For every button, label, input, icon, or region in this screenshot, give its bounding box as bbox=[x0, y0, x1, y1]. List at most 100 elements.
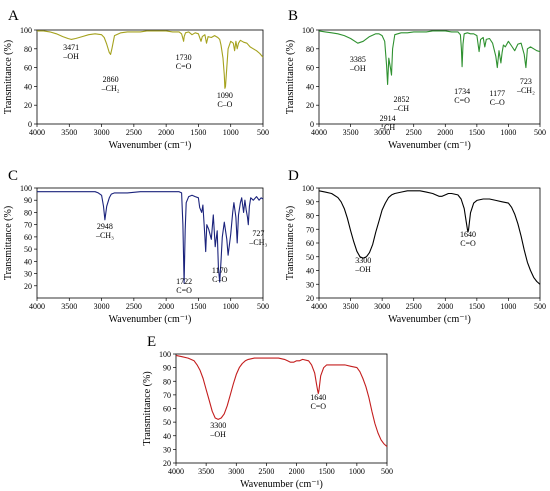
peak-annotation-label: 2914 bbox=[380, 114, 396, 123]
y-tick-label: 80 bbox=[306, 212, 314, 221]
y-tick-label: 70 bbox=[306, 225, 314, 234]
peak-annotation-label: 2852 bbox=[393, 95, 409, 104]
y-tick-label: 70 bbox=[163, 391, 171, 400]
peak-annotation-label: C=O bbox=[310, 402, 326, 411]
x-tick-label: 4000 bbox=[29, 128, 45, 137]
x-tick-label: 3500 bbox=[198, 467, 214, 476]
series-line bbox=[175, 354, 388, 448]
y-tick-label: 60 bbox=[306, 64, 314, 73]
y-tick-label: 30 bbox=[163, 445, 171, 454]
x-tick-label: 2000 bbox=[437, 128, 453, 137]
y-tick-label: 80 bbox=[24, 45, 32, 54]
peak-annotation-label: 727 bbox=[252, 229, 264, 238]
peak-annotation-label: 3300 bbox=[355, 256, 371, 265]
x-tick-label: 2000 bbox=[437, 302, 453, 311]
peak-annotation-label: C=O bbox=[454, 96, 470, 105]
y-tick-label: 20 bbox=[163, 459, 171, 468]
x-tick-label: 500 bbox=[257, 128, 269, 137]
x-tick-label: 1500 bbox=[469, 128, 485, 137]
peak-annotation-label: 1090 bbox=[217, 91, 233, 100]
y-tick-label: 100 bbox=[159, 350, 171, 359]
chart-panel-b: B 4000 3500 3000 2500 2000 1500 1000 500 0 20 40 60 8… bbox=[285, 8, 546, 151]
x-axis-title: Wavenumber (cm⁻¹) bbox=[240, 479, 323, 490]
plot-frame bbox=[36, 29, 264, 125]
x-tick-label: 2500 bbox=[126, 128, 142, 137]
y-tick-label: 60 bbox=[306, 239, 314, 248]
y-tick-label: 40 bbox=[24, 82, 32, 91]
y-tick-label: 60 bbox=[163, 405, 171, 414]
peak-annotation-label: 3385 bbox=[350, 55, 366, 64]
y-tick-label: 50 bbox=[306, 253, 314, 262]
y-tick-label: 100 bbox=[302, 184, 314, 193]
peak-annotation-label: –CH₂ bbox=[101, 84, 120, 93]
panel-letter: D bbox=[288, 168, 299, 184]
x-axis-title: Wavenumber (cm⁻¹) bbox=[109, 314, 192, 325]
y-tick-label: 50 bbox=[24, 245, 32, 254]
panel-letter: C bbox=[8, 168, 18, 184]
y-tick-label: 100 bbox=[20, 184, 32, 193]
x-axis-title: Wavenumber (cm⁻¹) bbox=[388, 140, 471, 151]
y-tick-label: 80 bbox=[24, 208, 32, 217]
series-line bbox=[318, 30, 541, 86]
peak-annotation-label: 1177 bbox=[489, 89, 505, 98]
x-tick-label: 2000 bbox=[158, 128, 174, 137]
peak-annotation-label: C=O bbox=[460, 239, 476, 248]
y-tick-label: 100 bbox=[302, 26, 314, 35]
peak-annotation-label: –OH bbox=[349, 64, 366, 73]
peak-annotation-label: –CH₃ bbox=[248, 238, 267, 247]
y-tick-label: 90 bbox=[163, 364, 171, 373]
x-tick-label: 500 bbox=[257, 302, 269, 311]
x-axis-title: Wavenumber (cm⁻¹) bbox=[388, 314, 471, 325]
x-tick-label: 1000 bbox=[223, 302, 239, 311]
peak-annotation-label: 723 bbox=[520, 77, 532, 86]
x-tick-label: 1500 bbox=[190, 128, 206, 137]
series-line bbox=[37, 191, 264, 284]
y-axis-title: Transmittance (%) bbox=[3, 40, 14, 114]
x-tick-label: 3500 bbox=[343, 302, 359, 311]
peak-annotation-label: –CH₂ bbox=[516, 86, 535, 95]
y-tick-label: 30 bbox=[24, 270, 32, 279]
peak-annotation-label: 3471 bbox=[63, 43, 79, 52]
x-tick-label: 500 bbox=[381, 467, 393, 476]
peak-annotation-label: –OH bbox=[62, 52, 79, 61]
x-tick-label: 3500 bbox=[61, 302, 77, 311]
y-tick-label: 70 bbox=[24, 221, 32, 230]
peak-annotation-label: 1730 bbox=[176, 53, 192, 62]
x-tick-label: 2000 bbox=[289, 467, 305, 476]
peak-annotation-label: –OH bbox=[354, 265, 371, 274]
x-tick-label: 3500 bbox=[61, 128, 77, 137]
y-tick-label: 60 bbox=[24, 64, 32, 73]
y-tick-label: 20 bbox=[306, 101, 314, 110]
y-axis-title: Transmittance (%) bbox=[142, 371, 153, 445]
peak-annotation-label: –CH₃ bbox=[95, 231, 114, 240]
panel-letter: B bbox=[288, 8, 298, 24]
panel-letter: A bbox=[8, 8, 19, 24]
x-tick-label: 3000 bbox=[94, 128, 110, 137]
x-tick-label: 1500 bbox=[469, 302, 485, 311]
peak-annotation-label: –OH bbox=[209, 430, 226, 439]
x-tick-label: 1000 bbox=[500, 128, 516, 137]
peak-annotation-label: 1722 bbox=[176, 277, 192, 286]
y-tick-label: 20 bbox=[24, 282, 32, 291]
y-tick-label: 20 bbox=[306, 294, 314, 303]
peak-annotation-label: C–O bbox=[490, 98, 505, 107]
y-tick-label: 40 bbox=[163, 432, 171, 441]
chart-panel-a: A 4000 3500 3000 2500 2000 1500 1000 500 0 20 40 60 8… bbox=[3, 8, 269, 151]
x-tick-label: 2500 bbox=[258, 467, 274, 476]
y-tick-label: 40 bbox=[306, 267, 314, 276]
x-tick-label: 3000 bbox=[374, 302, 390, 311]
x-tick-label: 2500 bbox=[406, 302, 422, 311]
x-tick-label: 1500 bbox=[319, 467, 335, 476]
y-tick-label: 90 bbox=[24, 196, 32, 205]
x-tick-label: 2500 bbox=[406, 128, 422, 137]
y-tick-label: 80 bbox=[306, 45, 314, 54]
panel-letter: E bbox=[147, 334, 156, 350]
peak-annotation-label: 3300 bbox=[210, 421, 226, 430]
peak-annotation-label: 1640 bbox=[310, 393, 326, 402]
x-tick-label: 4000 bbox=[311, 302, 327, 311]
y-axis-title: Transmittance (%) bbox=[3, 206, 14, 280]
y-tick-label: 80 bbox=[163, 377, 171, 386]
chart-panel-d: D 4000 3500 3000 2500 2000 1500 1000 500 20 30 40 50… bbox=[285, 168, 546, 325]
